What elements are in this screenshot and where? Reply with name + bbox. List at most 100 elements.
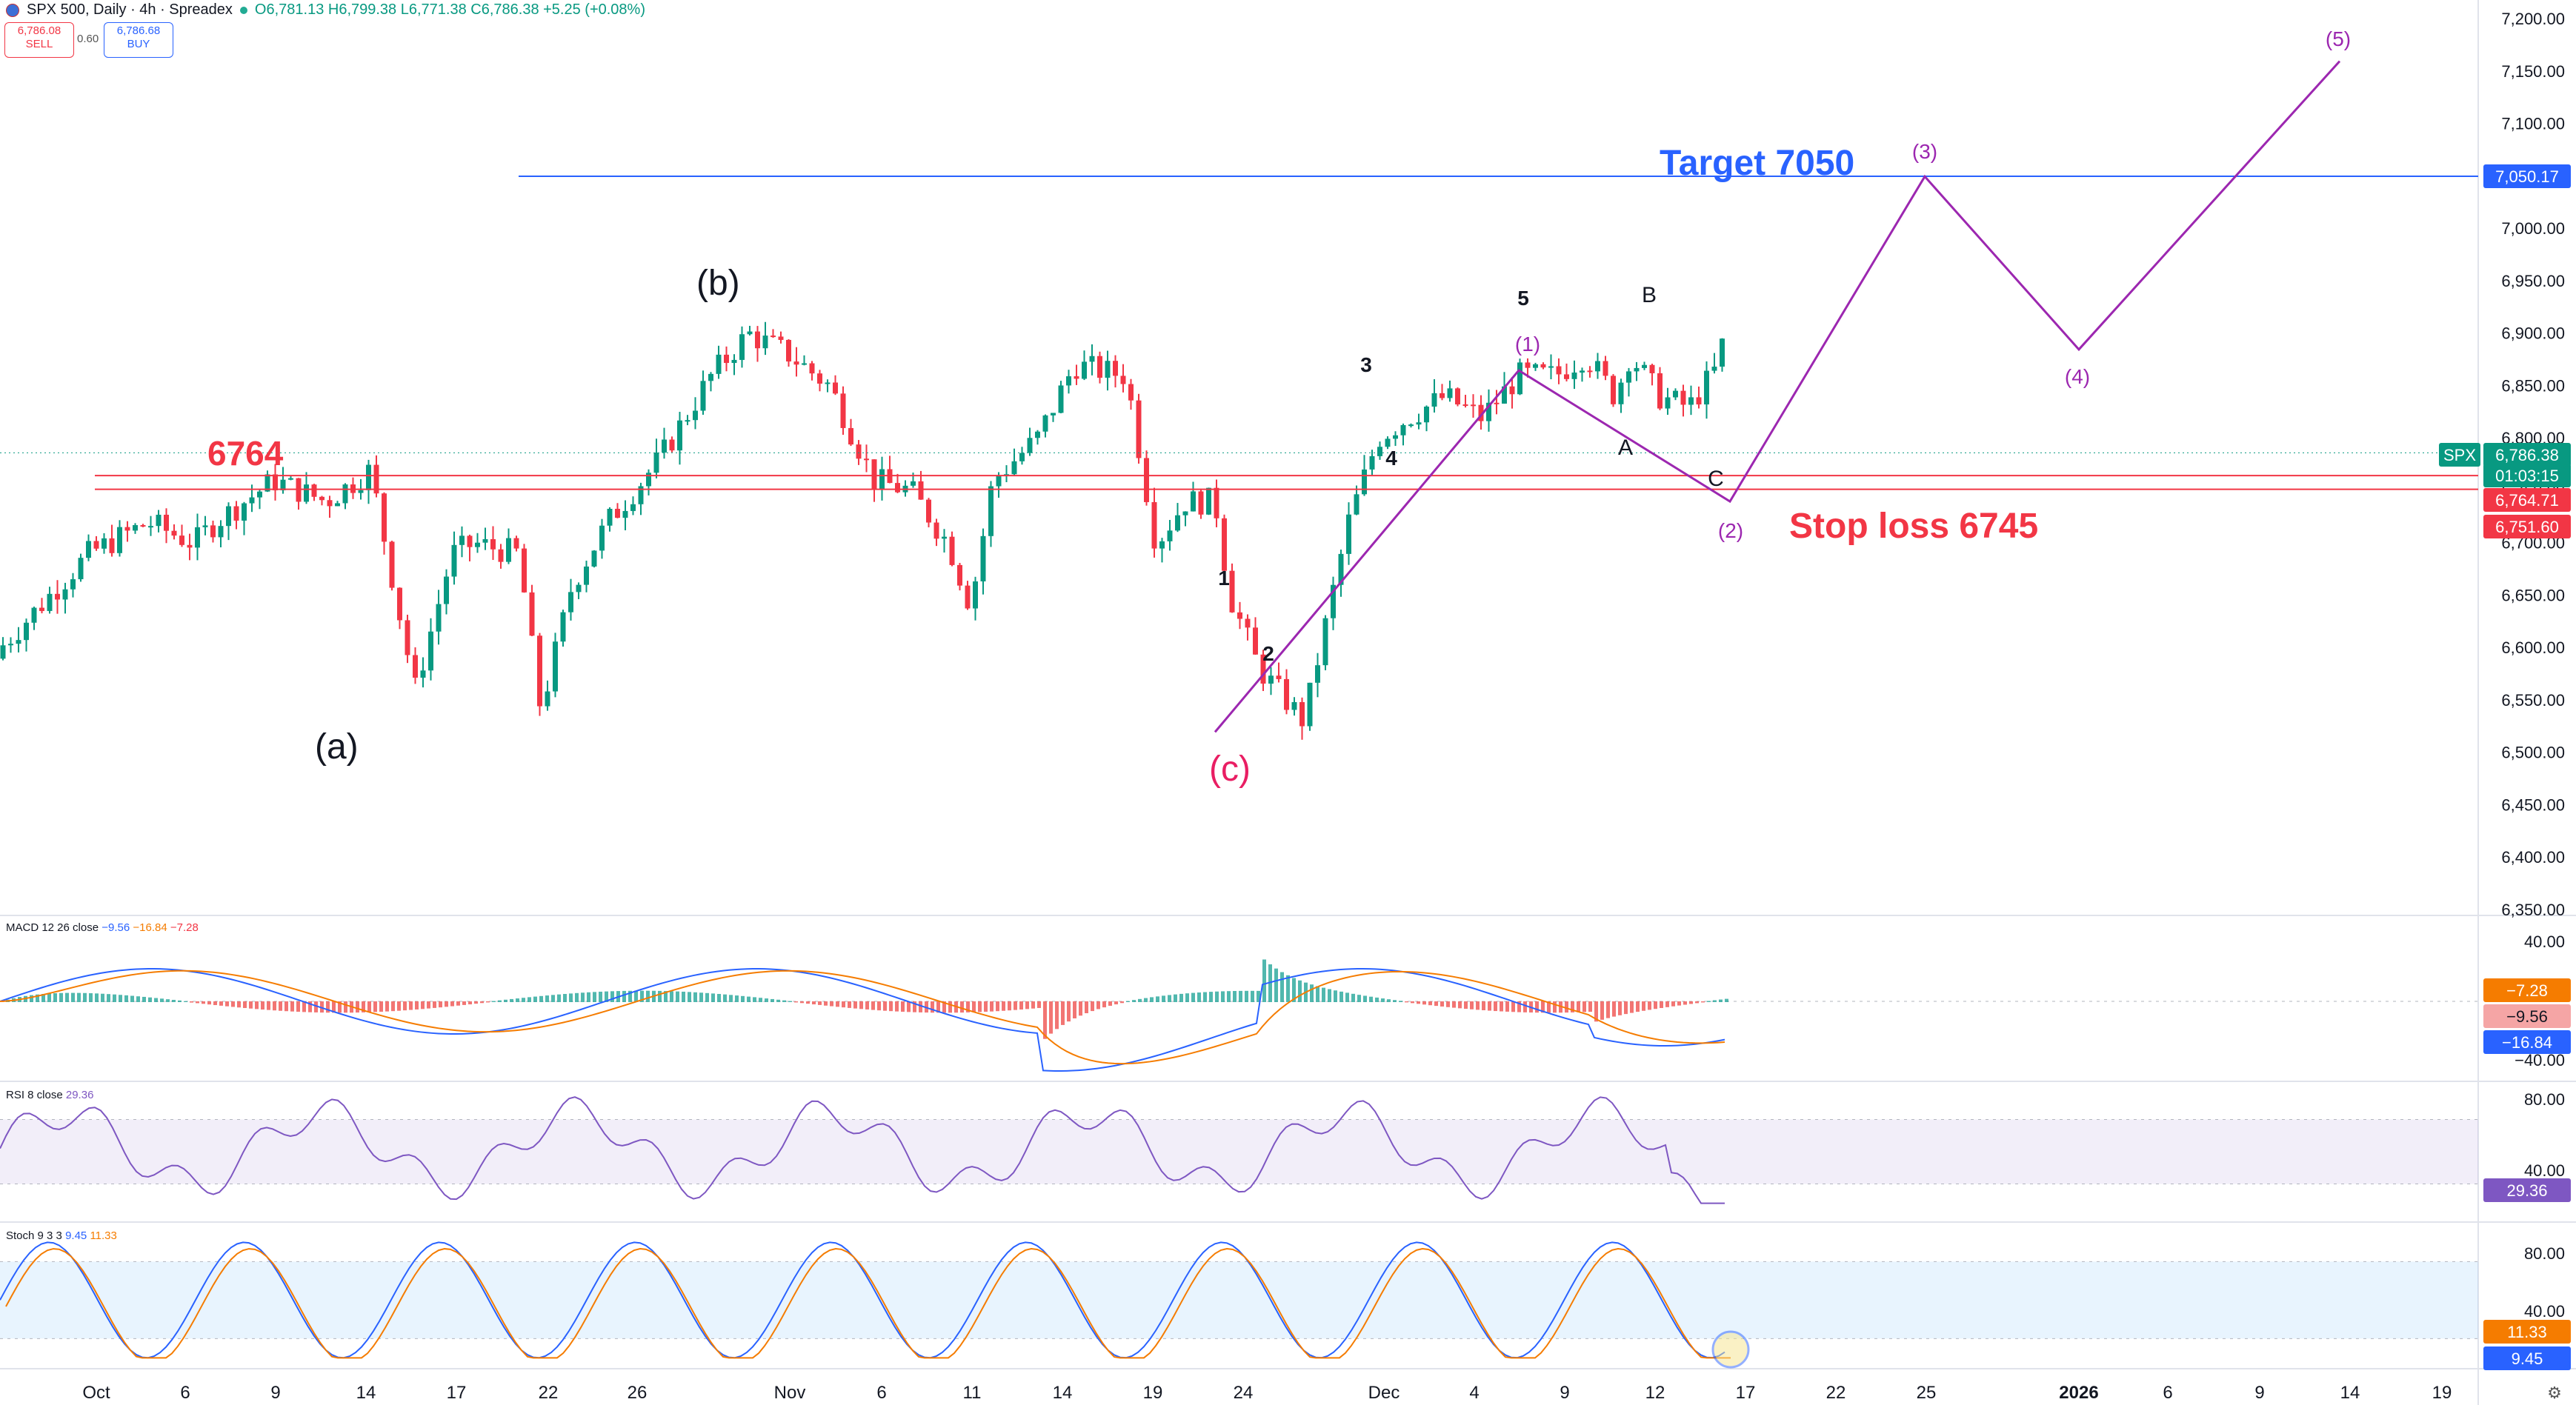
candle-body <box>1377 447 1382 456</box>
macd-histogram-bar <box>942 1001 946 1013</box>
candle <box>133 523 138 534</box>
candle-body <box>833 382 838 394</box>
macd-histogram-bar <box>1683 1001 1687 1005</box>
candle <box>482 527 488 550</box>
symbol-title[interactable]: SPX 500, Daily · 4h · Spreadex <box>27 1 233 18</box>
candle-body <box>1431 393 1437 407</box>
time-tick-label: 6 <box>2163 1383 2172 1403</box>
candle <box>1354 485 1359 515</box>
rsi-legend[interactable]: RSI 8 close 29.36 <box>6 1089 93 1101</box>
macd-histogram-bar <box>320 1001 324 1013</box>
candle <box>1004 465 1009 483</box>
candle <box>1673 388 1678 401</box>
candle <box>47 587 53 614</box>
candle <box>933 518 939 547</box>
candle <box>693 397 698 430</box>
buy-button[interactable]: 6,786.68 BUY <box>104 22 173 58</box>
macd-histogram-bar <box>1565 1001 1568 1013</box>
candle-body <box>786 339 791 362</box>
candle <box>957 562 962 591</box>
macd-histogram-bar <box>1049 1001 1053 1034</box>
candle <box>825 379 831 393</box>
macd-histogram-bar <box>711 993 715 1002</box>
candle-body <box>1548 366 1554 368</box>
macd-histogram-bar <box>296 1001 300 1012</box>
price-badge-text: −7.28 <box>2506 981 2548 1000</box>
macd-histogram-bar <box>735 995 739 1002</box>
macd-histogram-bar <box>1624 1001 1628 1015</box>
candle <box>817 370 822 392</box>
candle-body <box>0 645 6 659</box>
candle <box>109 524 115 557</box>
price-badge: −16.84 <box>2483 1030 2571 1054</box>
candle <box>1222 514 1227 578</box>
macd-histogram-bar <box>533 996 537 1002</box>
candle-body <box>1042 415 1048 432</box>
macd-histogram-bar <box>1422 1001 1426 1005</box>
candle <box>233 501 239 530</box>
time-tick-label: Dec <box>1368 1383 1400 1403</box>
projection-label: (3) <box>1912 140 1937 163</box>
price-tick-label: 6,550.00 <box>2501 691 2565 710</box>
macd-histogram-bar <box>717 994 721 1002</box>
candle-body <box>1346 514 1351 554</box>
price-axis[interactable]: 7,200.007,150.007,100.007,050.007,000.00… <box>2439 10 2571 1370</box>
candle-body <box>864 458 869 461</box>
macd-histogram-bar <box>1476 1001 1480 1010</box>
macd-histogram-bar <box>77 992 81 1002</box>
macd-histogram-bar <box>557 994 561 1002</box>
time-tick-label: 6 <box>180 1383 190 1403</box>
candle-body <box>1159 541 1165 549</box>
candle-body <box>708 373 713 381</box>
macd-histogram-bar <box>853 1001 857 1009</box>
stoch-legend[interactable]: Stoch 9 3 3 9.45 11.33 <box>6 1229 117 1242</box>
macd-histogram-bar <box>830 1001 833 1007</box>
macd-histogram-bar <box>113 994 116 1002</box>
candle-body <box>747 331 753 335</box>
macd-histogram-bar <box>1233 991 1237 1002</box>
macd-histogram-bar <box>670 991 673 1002</box>
candle-body <box>762 336 768 349</box>
candle <box>171 524 177 540</box>
macd-histogram-bar <box>71 992 75 1002</box>
candle-body <box>1673 390 1678 398</box>
macd-histogram-bar <box>142 996 146 1002</box>
macd-legend[interactable]: MACD 12 26 close −9.56 −16.84 −7.28 <box>6 921 199 934</box>
macd-histogram-bar <box>1251 990 1254 1002</box>
candle-body <box>1066 376 1071 386</box>
macd-histogram-bar <box>474 1001 478 1004</box>
macd-histogram-bar <box>1031 1001 1035 1009</box>
candle <box>1113 355 1118 388</box>
macd-histogram-bar <box>314 1001 318 1012</box>
macd-histogram-bar <box>1541 1001 1545 1013</box>
time-axis[interactable]: Oct 6 9 14 17 22 26 Nov 6 11 14 19 24 Dec 4 9 12 17 22 25 20… <box>82 1383 2562 1403</box>
price-tick-label: 6,450.00 <box>2501 795 2565 814</box>
candle-body <box>1144 458 1149 502</box>
macd-histogram-bar <box>1055 1001 1059 1029</box>
sell-button[interactable]: 6,786.08 SELL <box>4 22 74 58</box>
candle <box>1540 362 1546 370</box>
macd-histogram-bar <box>243 1001 247 1008</box>
candle <box>490 526 496 561</box>
stoch-k: 9.45 <box>65 1229 87 1242</box>
macd-histogram-bar <box>599 991 602 1002</box>
macd-histogram-bar <box>1002 1001 1005 1011</box>
candle-body <box>1440 393 1445 398</box>
wave-b-label: (b) <box>696 264 740 303</box>
candle <box>739 326 745 368</box>
macd-histogram-bar <box>510 998 513 1002</box>
candle <box>576 582 582 599</box>
rsi-title: RSI 8 close <box>6 1089 63 1101</box>
macd-histogram-bar <box>36 994 39 1002</box>
candle-body <box>599 525 605 551</box>
projection-label: (1) <box>1515 333 1540 356</box>
candle-body <box>1533 364 1538 368</box>
macd-histogram-bar <box>439 1001 442 1008</box>
candle-body <box>8 644 13 646</box>
candle-body <box>1634 367 1640 372</box>
candle <box>78 553 84 582</box>
sell-label: SELL <box>25 38 53 50</box>
price-badge-text: 6,786.38 <box>2495 446 2559 464</box>
macd-histogram-bar <box>178 1000 182 1002</box>
